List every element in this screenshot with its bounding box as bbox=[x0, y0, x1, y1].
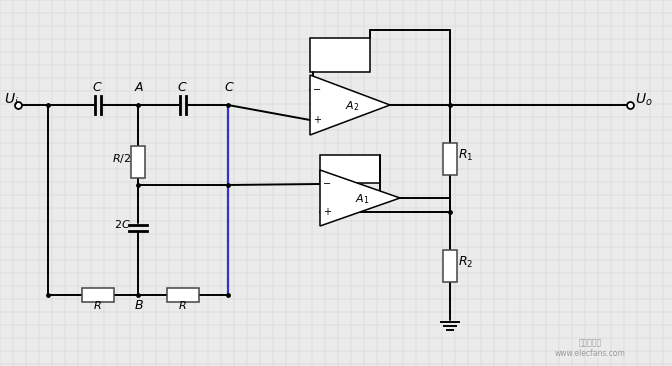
Bar bbox=[131, 146, 145, 178]
Text: +: + bbox=[313, 115, 321, 125]
Text: $B$: $B$ bbox=[134, 299, 144, 312]
Bar bbox=[320, 155, 380, 183]
Text: $R/2$: $R/2$ bbox=[112, 152, 131, 165]
Bar bbox=[167, 288, 199, 302]
Text: $U_o$: $U_o$ bbox=[635, 92, 653, 108]
Polygon shape bbox=[310, 75, 390, 135]
Text: $C$: $C$ bbox=[177, 81, 187, 94]
Text: $A$: $A$ bbox=[134, 81, 144, 94]
Polygon shape bbox=[320, 170, 400, 226]
Text: −: − bbox=[313, 85, 321, 95]
Text: $R$: $R$ bbox=[178, 299, 187, 311]
Bar bbox=[443, 250, 457, 282]
Text: $2C$: $2C$ bbox=[114, 218, 131, 230]
Text: $C$: $C$ bbox=[224, 81, 235, 94]
Text: $A_2$: $A_2$ bbox=[345, 99, 360, 113]
Text: 电子发烧友
www.elecfans.com: 电子发烧友 www.elecfans.com bbox=[554, 338, 626, 358]
Text: $U_i$: $U_i$ bbox=[4, 92, 19, 108]
Text: $C$: $C$ bbox=[92, 81, 103, 94]
Bar bbox=[310, 38, 370, 72]
Text: $R$: $R$ bbox=[93, 299, 101, 311]
Text: $R_2$: $R_2$ bbox=[458, 255, 473, 270]
Text: +: + bbox=[323, 207, 331, 217]
Text: $R_1$: $R_1$ bbox=[458, 147, 473, 163]
Text: $A_1$: $A_1$ bbox=[355, 192, 370, 206]
Bar bbox=[82, 288, 114, 302]
Text: −: − bbox=[323, 179, 331, 189]
Bar bbox=[443, 142, 457, 175]
